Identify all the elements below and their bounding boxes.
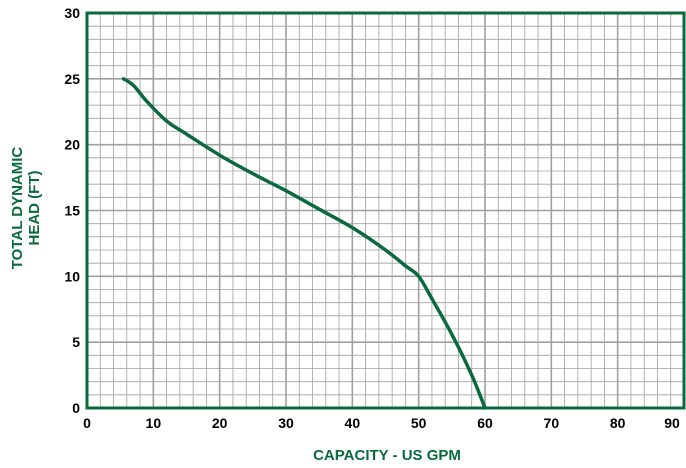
x-tick-label: 0	[83, 415, 91, 431]
y-tick-label: 0	[72, 400, 80, 416]
y-axis-label-line-2: HEAD (FT)	[26, 171, 43, 246]
y-tick-label: 20	[64, 137, 80, 153]
y-axis-label-line-1: TOTAL DYNAMIC	[9, 147, 26, 270]
y-tick-label: 15	[64, 203, 80, 219]
y-tick-label: 30	[64, 5, 80, 21]
x-tick-label: 90	[664, 415, 680, 431]
y-tick-labels: 0 5 10 15 20 25 30	[64, 5, 80, 416]
y-tick-label: 5	[72, 334, 80, 350]
y-tick-label: 25	[64, 71, 80, 87]
x-tick-labels: 0 10 20 30 40 50 60 70 80 90	[83, 415, 680, 431]
x-tick-label: 60	[477, 415, 493, 431]
plot-frame	[85, 11, 686, 410]
x-tick-label: 80	[610, 415, 626, 431]
x-tick-label: 70	[544, 415, 560, 431]
x-tick-label: 40	[345, 415, 361, 431]
series-line	[121, 77, 487, 410]
y-tick-label: 10	[64, 268, 80, 284]
x-tick-label: 30	[278, 415, 294, 431]
grid	[86, 12, 685, 409]
x-axis-label: CAPACITY - US GPM	[313, 447, 461, 464]
x-tick-label: 10	[146, 415, 162, 431]
x-tick-label: 20	[212, 415, 228, 431]
x-tick-label: 50	[411, 415, 427, 431]
